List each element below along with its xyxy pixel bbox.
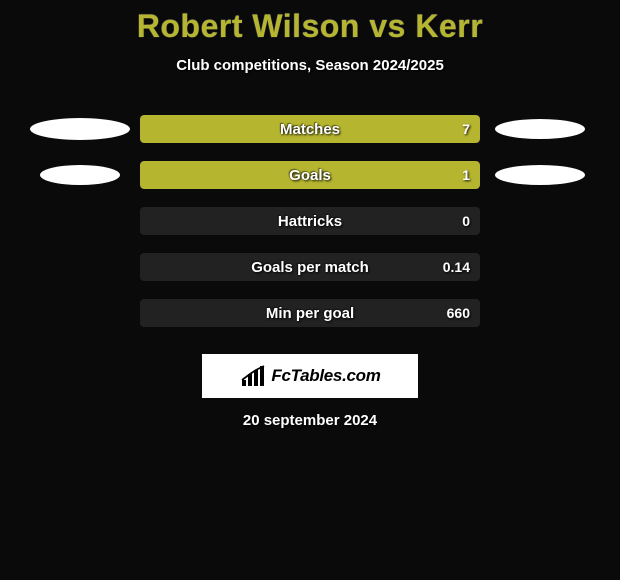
stat-row: Goals1 [0,152,620,198]
player1-side [20,152,140,198]
stat-row: Goals per match0.14 [0,244,620,290]
stat-value: 0 [462,207,470,235]
player2-side [480,106,600,152]
stat-bar: Goals per match0.14 [140,253,480,281]
bar-chart-icon [239,364,267,388]
stat-label: Goals per match [140,253,480,281]
player2-side [480,152,600,198]
stat-label: Matches [140,115,480,143]
logo-box: FcTables.com [202,354,418,398]
stat-bar: Min per goal660 [140,299,480,327]
stat-value: 0.14 [443,253,470,281]
stat-bar: Hattricks0 [140,207,480,235]
stat-row: Hattricks0 [0,198,620,244]
player2-side [480,198,600,244]
player1-ellipse [40,165,120,185]
player1-side [20,244,140,290]
player2-ellipse [495,119,585,139]
stat-bar: Goals1 [140,161,480,189]
player1-side [20,290,140,336]
stat-bar: Matches7 [140,115,480,143]
stat-value: 1 [462,161,470,189]
page-title: Robert Wilson vs Kerr [0,8,620,45]
player2-side [480,244,600,290]
stat-value: 660 [447,299,470,327]
stat-label: Hattricks [140,207,480,235]
player2-side [480,290,600,336]
date-text: 20 september 2024 [0,412,620,429]
logo-text: FcTables.com [271,366,380,386]
player2-ellipse [495,165,585,185]
stat-label: Goals [140,161,480,189]
stats-list: Matches7Goals1Hattricks0Goals per match0… [0,106,620,336]
stat-row: Matches7 [0,106,620,152]
stat-row: Min per goal660 [0,290,620,336]
stat-value: 7 [462,115,470,143]
player1-ellipse [30,118,130,140]
stat-label: Min per goal [140,299,480,327]
player1-side [20,106,140,152]
subtitle: Club competitions, Season 2024/2025 [0,57,620,74]
player1-side [20,198,140,244]
comparison-card: Robert Wilson vs Kerr Club competitions,… [0,0,620,580]
